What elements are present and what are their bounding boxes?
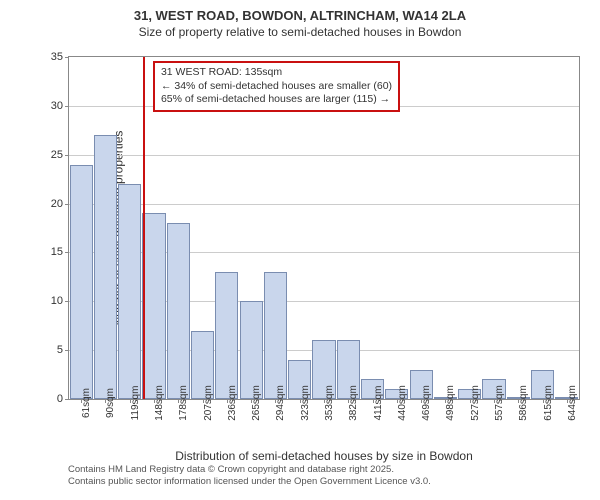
bar	[167, 223, 190, 399]
xtick-label: 527sqm	[470, 385, 481, 421]
title-area: 31, WEST ROAD, BOWDON, ALTRINCHAM, WA14 …	[8, 8, 592, 39]
xtick-label: 207sqm	[203, 385, 214, 421]
ytick-label: 0	[57, 393, 63, 405]
xtick-label: 148sqm	[154, 385, 165, 421]
ytick-label: 30	[51, 100, 63, 112]
bar	[215, 272, 238, 399]
xtick-label: 411sqm	[373, 386, 384, 421]
xtick-label: 90sqm	[105, 388, 116, 418]
xtick-label: 469sqm	[421, 385, 432, 421]
xtick-label: 586sqm	[518, 385, 529, 421]
xtick-label: 615sqm	[543, 385, 554, 421]
chart-title: 31, WEST ROAD, BOWDON, ALTRINCHAM, WA14 …	[8, 8, 592, 23]
xtick-label: 294sqm	[275, 385, 286, 421]
ytick-label: 20	[51, 198, 63, 210]
xtick-label: 557sqm	[494, 385, 505, 421]
ytick-label: 10	[51, 295, 63, 307]
x-axis-label: Distribution of semi-detached houses by …	[69, 449, 579, 463]
bar	[142, 213, 165, 399]
annotation-line3: 65% of semi-detached houses are larger (…	[161, 93, 392, 107]
ytick-label: 5	[57, 344, 63, 356]
plot-area: Number of semi-detached properties 05101…	[68, 56, 580, 400]
xtick-label: 178sqm	[178, 385, 189, 421]
bar	[264, 272, 287, 399]
xtick-label: 236sqm	[227, 385, 238, 421]
xtick-label: 61sqm	[81, 388, 92, 418]
xtick-label: 265sqm	[251, 385, 262, 421]
annotation-line2: ← 34% of semi-detached houses are smalle…	[161, 80, 392, 94]
ytick-mark	[65, 399, 69, 400]
footer: Contains HM Land Registry data © Crown c…	[68, 464, 431, 488]
xtick-label: 353sqm	[324, 385, 335, 421]
ytick-label: 25	[51, 149, 63, 161]
chart-subtitle: Size of property relative to semi-detach…	[8, 25, 592, 39]
footer-line2: Contains public sector information licen…	[68, 476, 431, 488]
chart-container: 31, WEST ROAD, BOWDON, ALTRINCHAM, WA14 …	[8, 8, 592, 492]
xtick-label: 440sqm	[397, 385, 408, 421]
bar	[118, 184, 141, 399]
marker-line	[143, 57, 145, 399]
bar	[70, 165, 93, 400]
ytick-label: 15	[51, 246, 63, 258]
ytick-label: 35	[51, 51, 63, 63]
xtick-label: 644sqm	[567, 385, 578, 421]
annotation-line1: 31 WEST ROAD: 135sqm	[161, 66, 392, 80]
xtick-label: 498sqm	[445, 385, 456, 421]
xtick-label: 382sqm	[348, 385, 359, 421]
xtick-label: 323sqm	[300, 385, 311, 421]
bar	[94, 135, 117, 399]
footer-line1: Contains HM Land Registry data © Crown c…	[68, 464, 431, 476]
annotation-box: 31 WEST ROAD: 135sqm ← 34% of semi-detac…	[153, 61, 400, 112]
xtick-label: 119sqm	[130, 386, 141, 421]
